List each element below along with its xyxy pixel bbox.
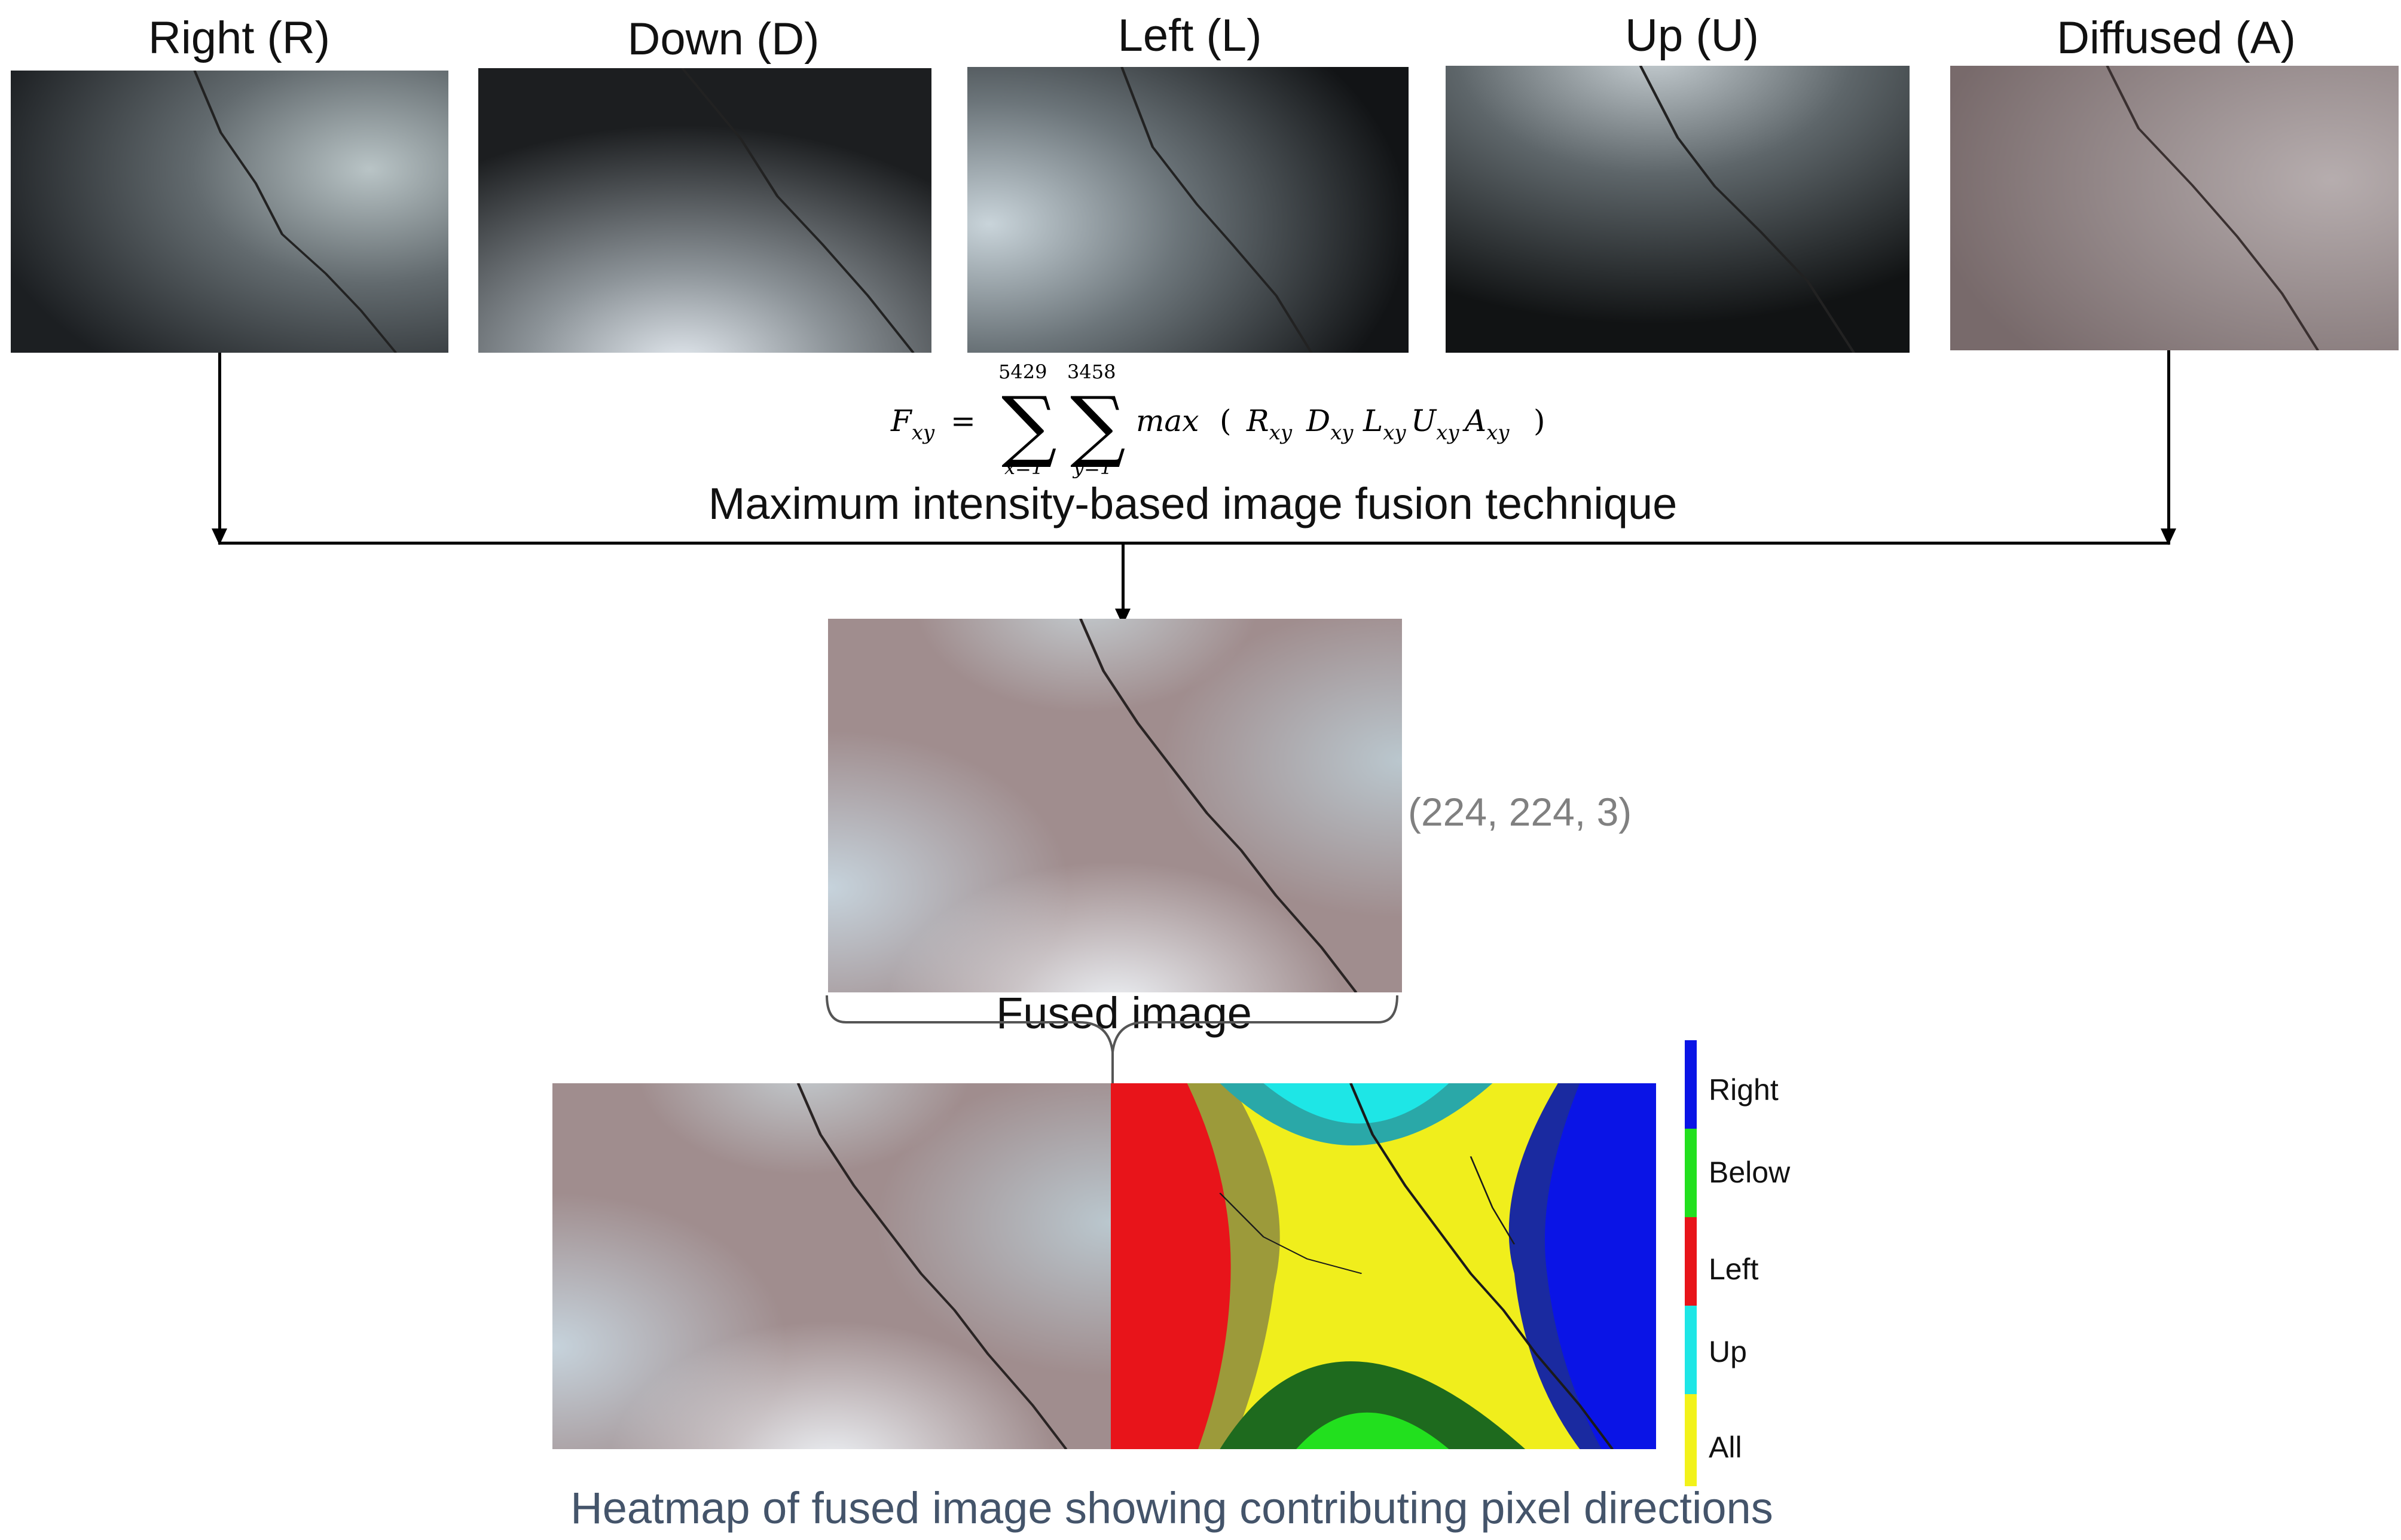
image-shape-label: (224, 224, 3) [1408,790,1632,834]
legend-swatch-all [1685,1394,1697,1486]
term-d-subscript: xy [1330,421,1354,445]
sum1-lower: x=1 [1004,456,1044,479]
connector-left-vertical [218,353,221,532]
term-l-subscript: xy [1383,421,1406,445]
label-left: Left (L) [1117,10,1262,61]
heatmap-source-image [552,1083,1111,1449]
sum2-upper: 3458 [1067,360,1116,383]
sum1-symbol: ∑ [1001,380,1057,470]
formula-max: max [1136,404,1199,438]
label-diffused: Diffused (A) [2057,13,2296,63]
legend-label-up: Up [1709,1335,1747,1368]
image-up-lit [1446,66,1910,353]
image-left-lit [967,67,1409,353]
label-down: Down (D) [627,14,820,65]
connector-right-vertical [2167,350,2170,532]
brace [826,995,1398,1088]
sum1-upper: 5429 [998,360,1047,383]
term-d: D [1306,404,1331,438]
legend-label-below: Below [1709,1156,1791,1189]
sum2-lower: y=1 [1073,456,1113,479]
sum2-symbol: ∑ [1070,380,1126,470]
term-l: L [1363,404,1383,438]
formula-close-paren: ) [1534,404,1545,438]
term-a: A [1465,404,1487,438]
fusion-formula: Fxy = 5429 ∑ x=1 3458 ∑ y=1 max ( Rxy Dx… [885,356,1566,487]
formula-lhs-subscript: xy [911,421,935,445]
term-r-subscript: xy [1269,421,1293,445]
legend-swatch-up [1685,1306,1697,1394]
legend-label-right: Right [1709,1073,1779,1107]
label-up: Up (U) [1625,10,1759,61]
formula-lhs: F [891,404,912,438]
legend-label-left: Left [1709,1252,1759,1286]
term-r: R [1247,404,1269,438]
term-u-subscript: xy [1436,421,1459,445]
legend-label-all: All [1709,1431,1742,1464]
image-right-lit [11,71,448,353]
fused-image [828,619,1402,992]
connector-center-vertical [1122,542,1125,613]
image-diffused [1950,66,2399,350]
term-u: U [1411,404,1437,438]
image-down-lit [478,68,931,353]
legend-swatch-right [1685,1040,1697,1129]
direction-heatmap [1111,1083,1656,1449]
legend-swatch-below [1685,1129,1697,1217]
label-right: Right (R) [148,13,331,63]
heatmap-caption: Heatmap of fused image showing contribut… [570,1483,1773,1533]
formula-equals: = [951,404,976,438]
fusion-technique-caption: Maximum intensity-based image fusion tec… [708,479,1678,528]
legend-swatch-left [1685,1217,1697,1306]
formula-open-paren: ( [1220,404,1232,438]
connector-horizontal [218,542,2170,545]
term-a-subscript: xy [1486,421,1510,445]
